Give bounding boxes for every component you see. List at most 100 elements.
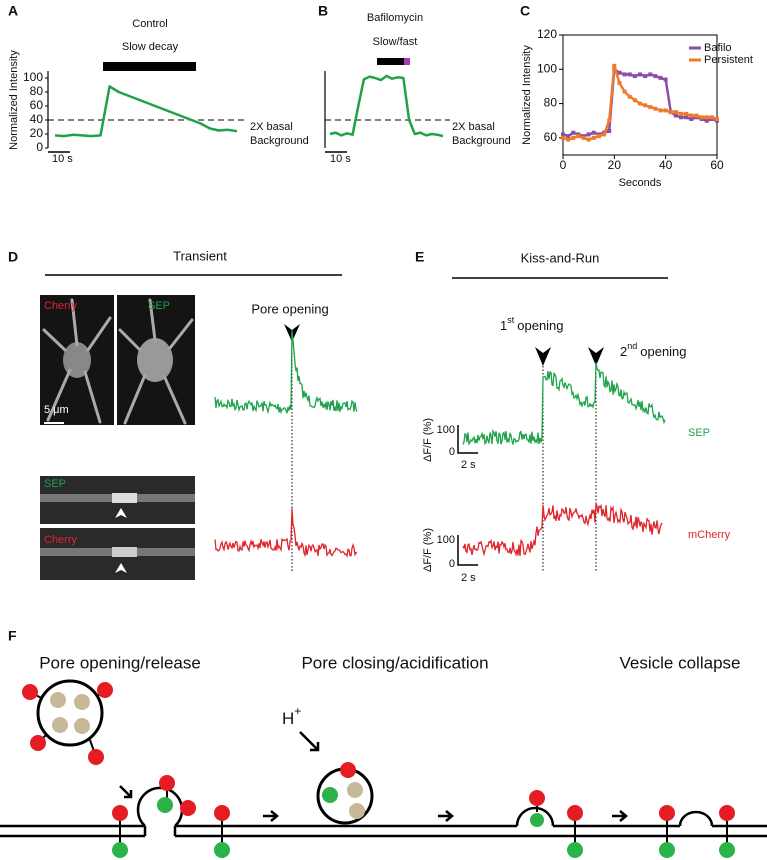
annotation: Background: [452, 135, 511, 147]
series-point: [673, 113, 678, 118]
series-point: [596, 134, 601, 139]
series-point: [586, 132, 591, 137]
annotation: Background: [250, 135, 309, 147]
trace-label: SEP: [688, 427, 710, 439]
series-point: [576, 134, 581, 139]
series-point: [679, 115, 684, 120]
y-axis-label: ΔF/F (%): [422, 418, 434, 462]
series-point: [704, 118, 709, 123]
series-point: [627, 94, 632, 99]
series-point: [632, 98, 637, 103]
x-axis-label: Seconds: [619, 177, 662, 189]
series-point: [638, 101, 642, 106]
y-tick-label: 120: [537, 27, 557, 41]
y-axis-label: ΔF/F (%): [422, 528, 434, 572]
panel-label: C: [520, 3, 530, 19]
series-point: [627, 72, 632, 77]
scale-label: 5 μm: [44, 404, 69, 416]
y-tick-label: 60: [30, 98, 44, 112]
event-text: opening: [517, 318, 563, 333]
trace: [54, 85, 238, 138]
series-point: [561, 135, 565, 140]
event-text: opening: [640, 344, 686, 359]
y-tick-label: 80: [544, 96, 558, 110]
y-tick-label: 60: [544, 130, 558, 144]
series-point: [612, 63, 617, 68]
kymograph-label: Cherry: [44, 534, 78, 546]
series-point: [581, 135, 586, 140]
kymograph-label: SEP: [44, 478, 66, 490]
fluorescence-trace: [462, 361, 666, 446]
series-point: [648, 105, 653, 109]
bar-label: Slow/fast: [373, 36, 418, 48]
event-label: 1st opening: [500, 315, 564, 333]
scale-label: 2 s: [461, 572, 476, 584]
y-tick-label: 100: [23, 70, 43, 84]
ion-label: H+: [282, 704, 301, 728]
panel-label: E: [415, 249, 424, 265]
fluorescence-trace: [214, 330, 358, 415]
legend-label: Bafilo: [704, 42, 732, 54]
series-point: [658, 75, 663, 80]
schematic: [0, 679, 767, 858]
trace-label: mCherry: [688, 529, 731, 541]
panel-title: Transient: [173, 248, 227, 263]
event-label: Pore opening: [251, 301, 328, 316]
series-point: [684, 115, 689, 120]
panel-label: B: [318, 3, 328, 19]
series-point: [571, 135, 576, 140]
plot-frame: [562, 34, 718, 156]
bar-label: Slow decay: [122, 41, 179, 53]
event-label: 2nd opening: [620, 341, 687, 359]
image-label: SEP: [148, 300, 170, 312]
series-point: [607, 118, 612, 123]
series-point: [566, 137, 571, 142]
scale-label: 0: [449, 446, 455, 458]
scale-label: 0: [449, 558, 455, 570]
condition-bar: [404, 58, 410, 65]
kymograph-spot: [112, 547, 137, 557]
series-point: [591, 130, 596, 135]
series-point: [591, 135, 596, 140]
series-point: [668, 110, 673, 115]
kymograph-spot: [112, 493, 137, 503]
event-suffix: st: [507, 315, 515, 325]
series-point: [643, 103, 648, 108]
fluorescence-trace: [462, 503, 663, 557]
stage-label: Pore opening/release: [39, 653, 201, 672]
neuron-image: [42, 298, 194, 425]
x-tick-label: 40: [659, 158, 673, 172]
series-point: [653, 106, 658, 111]
panel-label: F: [8, 628, 17, 644]
series-point: [658, 108, 663, 113]
series-point: [571, 130, 576, 135]
panel-label: A: [8, 3, 18, 19]
scale-bar: [457, 535, 478, 566]
series-point: [617, 70, 622, 75]
series-point: [663, 77, 668, 82]
event-arrow: [588, 347, 604, 366]
annotation: 2X basal: [452, 121, 495, 133]
series-point: [673, 110, 678, 115]
y-tick-label: 80: [30, 84, 44, 98]
y-tick-label: 20: [30, 126, 44, 140]
event-number: 2: [620, 344, 627, 359]
condition-bar: [103, 62, 196, 71]
series-point: [679, 111, 684, 116]
series-point: [566, 134, 571, 139]
series-point: [694, 113, 699, 118]
series-point: [689, 113, 694, 118]
condition-bar: [377, 58, 404, 65]
series-point: [689, 117, 694, 121]
event-number: 1: [500, 318, 507, 333]
scale-bar: [457, 425, 478, 454]
event-suffix: nd: [627, 341, 637, 351]
x-tick-label: 20: [608, 158, 622, 172]
panel-label: D: [8, 249, 18, 265]
series-point: [704, 115, 709, 120]
legend-label: Persistent: [704, 54, 753, 66]
panel-title: Control: [132, 18, 167, 30]
series-point: [586, 137, 591, 142]
scale-label: 2 s: [461, 459, 476, 471]
